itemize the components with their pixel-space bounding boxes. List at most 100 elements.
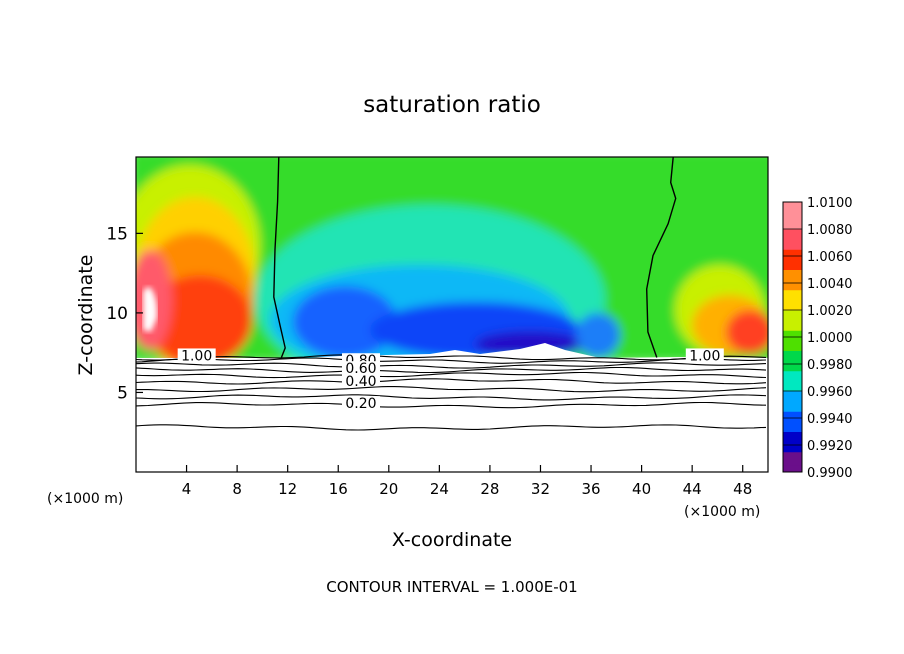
colorbar-swatch <box>783 215 802 223</box>
colorbar-swatch <box>783 397 802 405</box>
colorbar-swatch <box>783 256 802 264</box>
y-tick-label: 5 <box>117 383 128 403</box>
colorbar-swatch <box>783 276 802 284</box>
colorbar-label: 1.0080 <box>807 223 853 238</box>
x-tick-label: 4 <box>182 480 192 498</box>
contour-line <box>136 394 767 401</box>
x-tick-label: 36 <box>581 480 600 498</box>
contour-line <box>136 378 767 385</box>
saturation-contour-right <box>645 157 677 358</box>
colorbar-label: 1.0040 <box>807 277 853 292</box>
contour-label-background <box>685 348 724 361</box>
contour-label-background <box>341 396 380 409</box>
saturation-contour-left <box>273 157 286 358</box>
contour-line <box>136 401 767 409</box>
chart-title: saturation ratio <box>363 92 541 118</box>
colorbar-swatch <box>783 262 802 270</box>
colorbar-swatch <box>783 235 802 243</box>
contour-label-background <box>177 348 216 361</box>
y-axis: 5 10 15 <box>106 224 143 403</box>
colorbar-swatch <box>783 370 802 378</box>
x-tick-label: 24 <box>430 480 449 498</box>
colorbar-label: 0.9920 <box>807 439 853 454</box>
contour-label: 1.00 <box>181 348 212 364</box>
colorbar-swatch <box>783 323 802 331</box>
colorbar-swatch <box>783 445 802 453</box>
x-tick-label: 12 <box>278 480 297 498</box>
colorbar-swatch <box>783 438 802 446</box>
colorbar-swatch <box>783 310 802 318</box>
colorbar-swatch <box>783 364 802 372</box>
contour-line <box>136 366 767 374</box>
x-tick-label: 16 <box>329 480 348 498</box>
colorbar-swatch <box>783 283 802 291</box>
colorbar-label: 0.9940 <box>807 412 853 427</box>
x-tick-label: 8 <box>232 480 242 498</box>
x-tick-label: 32 <box>531 480 550 498</box>
colorbar-swatch <box>783 357 802 365</box>
contour-label: 1.00 <box>689 348 720 364</box>
colorbar-swatch <box>783 330 802 338</box>
colorbar-swatch <box>783 418 802 426</box>
colorbar-swatch <box>783 465 802 473</box>
colorbar-swatch <box>783 249 802 257</box>
colorbar-swatch <box>783 404 802 412</box>
x-tick-label: 44 <box>683 480 702 498</box>
colorbar-swatch <box>783 451 802 459</box>
colorbar-label: 1.0100 <box>807 196 853 211</box>
colorbar-swatch <box>783 384 802 392</box>
y-tick-label: 15 <box>106 224 128 244</box>
contour-interval-footer: CONTOUR INTERVAL = 1.000E-01 <box>326 578 577 596</box>
contour-line <box>136 371 767 379</box>
colorbar-swatch <box>783 350 802 358</box>
contour-line <box>136 362 767 369</box>
colorbar-swatch <box>783 208 802 216</box>
contour-label: 0.40 <box>345 374 376 390</box>
colorbar-swatch <box>783 377 802 385</box>
colorbar-swatch <box>783 229 802 237</box>
colorbar-swatch <box>783 316 802 324</box>
colorbar-swatch <box>783 343 802 351</box>
colorbar-swatch <box>783 296 802 304</box>
contour-label-background <box>341 373 380 386</box>
colorbar-swatch <box>783 458 802 466</box>
x-tick-label: 28 <box>480 480 499 498</box>
contour-label: 0.20 <box>345 396 376 412</box>
colorbar-swatch <box>783 269 802 277</box>
contour-line <box>136 424 767 431</box>
colorbar: 1.0100 1.0080 1.0060 1.0040 1.0020 1.0000 0.99… <box>782 196 853 481</box>
contour-lines <box>136 354 767 431</box>
colorbar-swatch <box>783 303 802 311</box>
colorbar-label: 0.9980 <box>807 358 853 373</box>
x-unit-label-right: (×1000 m) <box>684 504 760 520</box>
colorbar-swatch <box>783 202 802 210</box>
colorbar-swatch <box>783 337 802 345</box>
x-unit-label-left: (×1000 m) <box>47 491 123 507</box>
colorbar-label: 1.0060 <box>807 250 853 265</box>
contour-line <box>136 357 767 364</box>
plot-frame <box>135 156 769 473</box>
contour-label-background <box>341 361 380 374</box>
colorbar-label: 1.0020 <box>807 304 853 319</box>
contour-line <box>136 386 767 393</box>
colorbar-swatch <box>783 391 802 399</box>
y-axis-label: Z-coordinate <box>75 255 97 376</box>
colorbar-swatch <box>783 222 802 230</box>
contour-labels: 1.001.000.800.600.400.20 <box>177 348 724 412</box>
colorbar-swatch <box>783 424 802 432</box>
x-axis: 4 8 12 16 20 24 28 32 36 40 44 48 <box>182 465 752 498</box>
heatmap-field <box>136 157 768 472</box>
colorbar-label: 0.9960 <box>807 385 853 400</box>
colorbar-label: 0.9900 <box>807 466 853 481</box>
colorbar-swatch <box>783 411 802 419</box>
colorbar-swatch <box>783 431 802 439</box>
contour-label: 0.60 <box>345 361 376 377</box>
x-axis-label: X-coordinate <box>392 529 512 551</box>
x-tick-label: 20 <box>379 480 398 498</box>
colorbar-label: 1.0000 <box>807 331 853 346</box>
x-tick-label: 40 <box>632 480 651 498</box>
colorbar-swatch <box>783 242 802 250</box>
x-tick-label: 48 <box>733 480 752 498</box>
colorbar-swatch <box>783 289 802 297</box>
